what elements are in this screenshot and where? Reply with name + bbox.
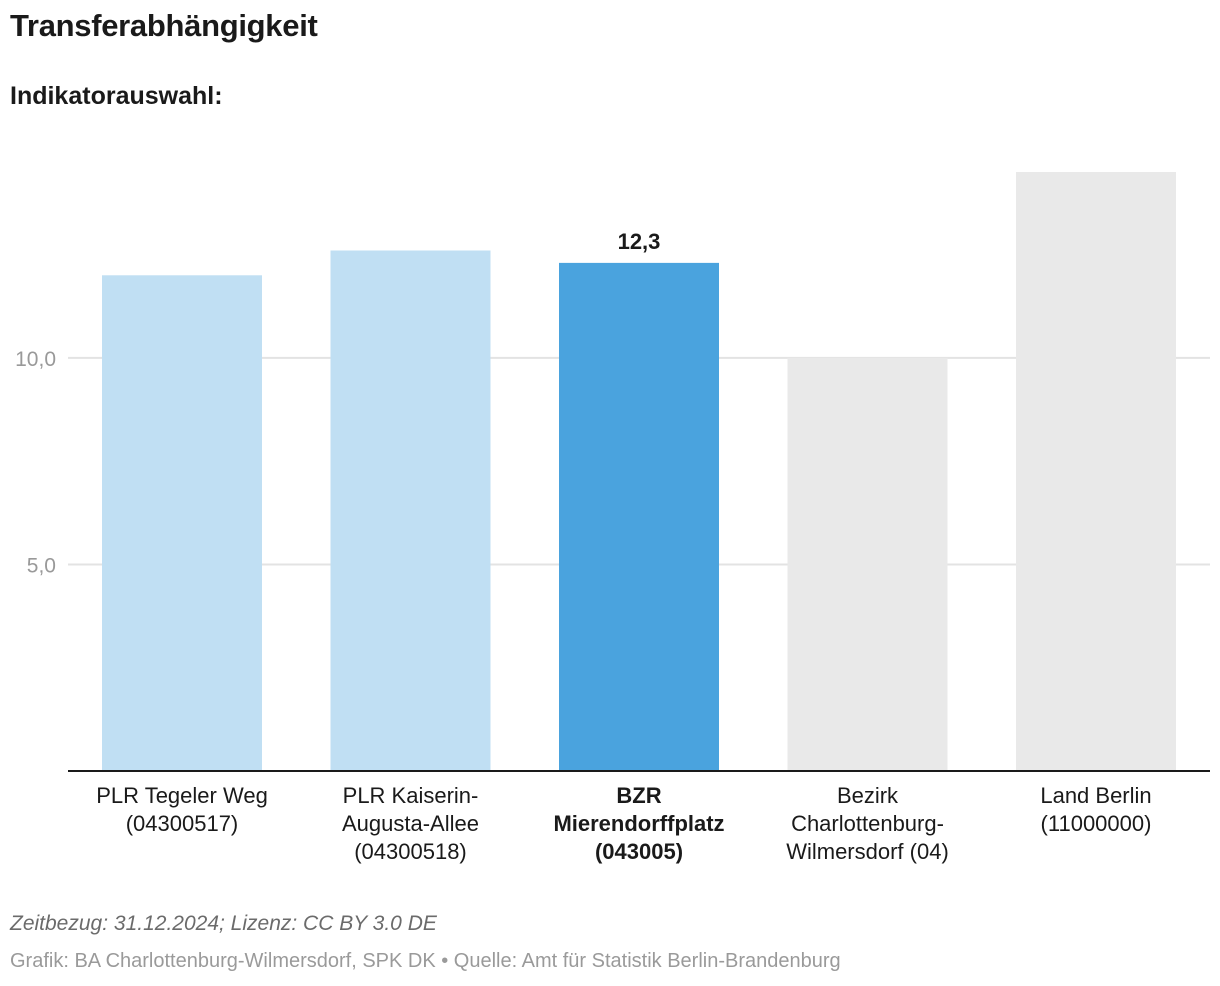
x-tick-label-line: (04300518) <box>354 839 467 864</box>
bar-4 <box>1016 172 1176 771</box>
source-note: Grafik: BA Charlottenburg-Wilmersdorf, S… <box>10 950 841 972</box>
x-tick-label-line: BZR <box>616 783 662 808</box>
bar-0 <box>102 275 262 771</box>
y-tick-label: 10,0 <box>15 348 56 371</box>
y-tick-label: 5,0 <box>27 554 56 577</box>
bar-1 <box>330 250 491 772</box>
bar-3 <box>787 357 948 771</box>
x-tick-label-line: Augusta-Allee <box>342 811 479 836</box>
x-tick-label-line: Wilmersdorf (04) <box>786 839 949 864</box>
bar-2 <box>559 262 719 771</box>
x-tick-label-4: Land Berlin (11000000) <box>986 782 1206 838</box>
page-title: Transferabhängigkeit <box>10 8 318 43</box>
x-tick-label-line: PLR Kaiserin- <box>342 783 479 808</box>
highlight-value-label: 12,3 <box>618 229 661 254</box>
x-tick-label-0: PLR Tegeler Weg (04300517) <box>72 782 292 838</box>
x-tick-label-line: (11000000) <box>1040 811 1152 836</box>
x-tick-label-line: (04300517) <box>125 811 239 836</box>
x-tick-label-line: Land Berlin <box>1040 783 1152 808</box>
x-tick-label-line: PLR Tegeler Weg <box>96 783 268 808</box>
x-tick-label-line: Bezirk <box>836 783 899 808</box>
reference-note: Zeitbezug: 31.12.2024; Lizenz: CC BY 3.0… <box>10 912 437 935</box>
x-tick-label-1: PLR Kaiserin- Augusta-Allee (04300518) <box>301 782 521 866</box>
x-tick-label-line: Mierendorffplatz <box>553 811 725 836</box>
x-tick-label-2: BZR Mierendorffplatz (043005) <box>529 782 749 866</box>
x-tick-label-3: Bezirk Charlottenburg- Wilmersdorf (04) <box>758 782 978 866</box>
x-tick-label-line: Charlottenburg- <box>791 811 944 836</box>
x-tick-label-line: (043005) <box>594 839 684 864</box>
indicator-selection-label: Indikatorauswahl: <box>10 82 223 110</box>
